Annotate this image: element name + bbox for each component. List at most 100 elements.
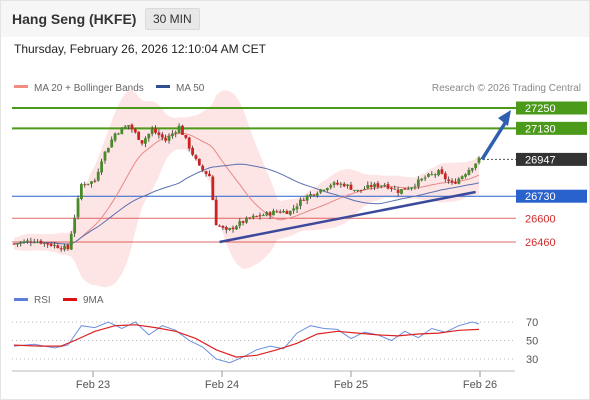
candle-body <box>19 242 23 244</box>
candle <box>66 243 70 251</box>
candle <box>130 123 134 133</box>
candle-body <box>460 176 464 179</box>
candle-body <box>69 233 73 250</box>
candle-body <box>369 185 373 188</box>
candle <box>157 129 161 139</box>
candle <box>214 196 218 226</box>
x-tick-label: Feb 24 <box>205 379 239 391</box>
candle <box>113 132 117 143</box>
candle <box>430 171 434 176</box>
candle-body <box>53 244 56 247</box>
candle-body <box>79 184 83 200</box>
candle-body <box>437 170 440 176</box>
candle <box>63 243 66 252</box>
candle <box>406 186 410 190</box>
candle <box>288 210 292 216</box>
candle <box>369 181 373 190</box>
candle-body <box>39 240 43 244</box>
candle-body <box>363 188 366 190</box>
candle-body <box>245 217 248 223</box>
credit-text: Research © 2026 Trading Central <box>432 83 581 94</box>
price-tag-text: 26730 <box>525 191 556 203</box>
candlesticks-layer <box>12 123 481 252</box>
candle <box>194 154 198 161</box>
candle <box>191 145 194 157</box>
rsi-line <box>13 321 480 364</box>
candle <box>379 185 383 189</box>
candle-body <box>150 129 154 134</box>
candle-body <box>234 226 238 230</box>
candle-body <box>127 125 130 127</box>
candle-body <box>366 184 370 189</box>
candle <box>470 167 474 173</box>
candle <box>204 170 208 177</box>
candle <box>150 125 154 137</box>
candle <box>15 243 19 248</box>
candle <box>285 209 289 215</box>
candle <box>474 163 478 171</box>
candle-body <box>352 189 356 191</box>
candle <box>403 188 407 190</box>
candle-body <box>423 177 427 179</box>
candle <box>433 173 437 178</box>
candle <box>265 211 269 217</box>
candle-body <box>123 126 127 129</box>
candle <box>251 213 255 220</box>
price-tag-26947: 26947 <box>516 152 587 166</box>
candle-body <box>26 240 29 242</box>
candle <box>12 243 16 245</box>
candle <box>93 178 97 183</box>
price-tag-26730: 26730 <box>516 189 587 203</box>
candle-body <box>359 189 363 191</box>
candle-body <box>73 217 77 234</box>
candle <box>373 182 376 191</box>
candle <box>315 191 319 198</box>
header-bar: Hang Seng (HKFE) 30 MIN <box>1 1 589 37</box>
candle-body <box>349 184 353 190</box>
candle <box>312 193 316 197</box>
candle <box>73 214 77 238</box>
candle-body <box>322 189 326 191</box>
candle-body <box>396 189 400 193</box>
rsi-ma-legend-swatch <box>63 298 77 301</box>
candle <box>231 225 235 233</box>
candle <box>90 181 93 188</box>
candle-body <box>184 134 188 138</box>
candle <box>174 130 178 138</box>
candle <box>255 215 259 217</box>
timeframe-button[interactable]: 30 MIN <box>145 8 200 30</box>
candle-body <box>440 169 444 174</box>
candle-body <box>474 163 478 169</box>
candle <box>410 186 414 191</box>
candle <box>100 158 104 176</box>
candle <box>140 140 144 146</box>
candle <box>261 213 265 217</box>
ma20-legend-swatch <box>14 85 28 88</box>
candle <box>120 127 124 135</box>
candle-body <box>457 178 461 184</box>
candle-body <box>120 127 124 135</box>
candle <box>181 124 184 136</box>
candle-body <box>56 245 60 249</box>
candle-body <box>410 187 414 189</box>
candle <box>440 166 444 175</box>
rsi-ma-line <box>13 324 480 358</box>
candle-body <box>342 183 346 187</box>
candle <box>299 197 302 210</box>
candle <box>447 176 451 184</box>
candle-body <box>272 210 275 216</box>
candle <box>467 167 471 176</box>
candle <box>346 183 349 189</box>
candle-body <box>248 217 252 219</box>
candle-body <box>430 174 434 176</box>
candle <box>106 147 110 153</box>
candle <box>309 191 312 199</box>
candle-body <box>96 171 100 181</box>
candle-body <box>238 221 242 226</box>
candle <box>49 242 53 247</box>
candle-body <box>170 133 174 137</box>
candle <box>322 189 326 192</box>
candle <box>332 181 336 188</box>
candle <box>477 156 481 165</box>
